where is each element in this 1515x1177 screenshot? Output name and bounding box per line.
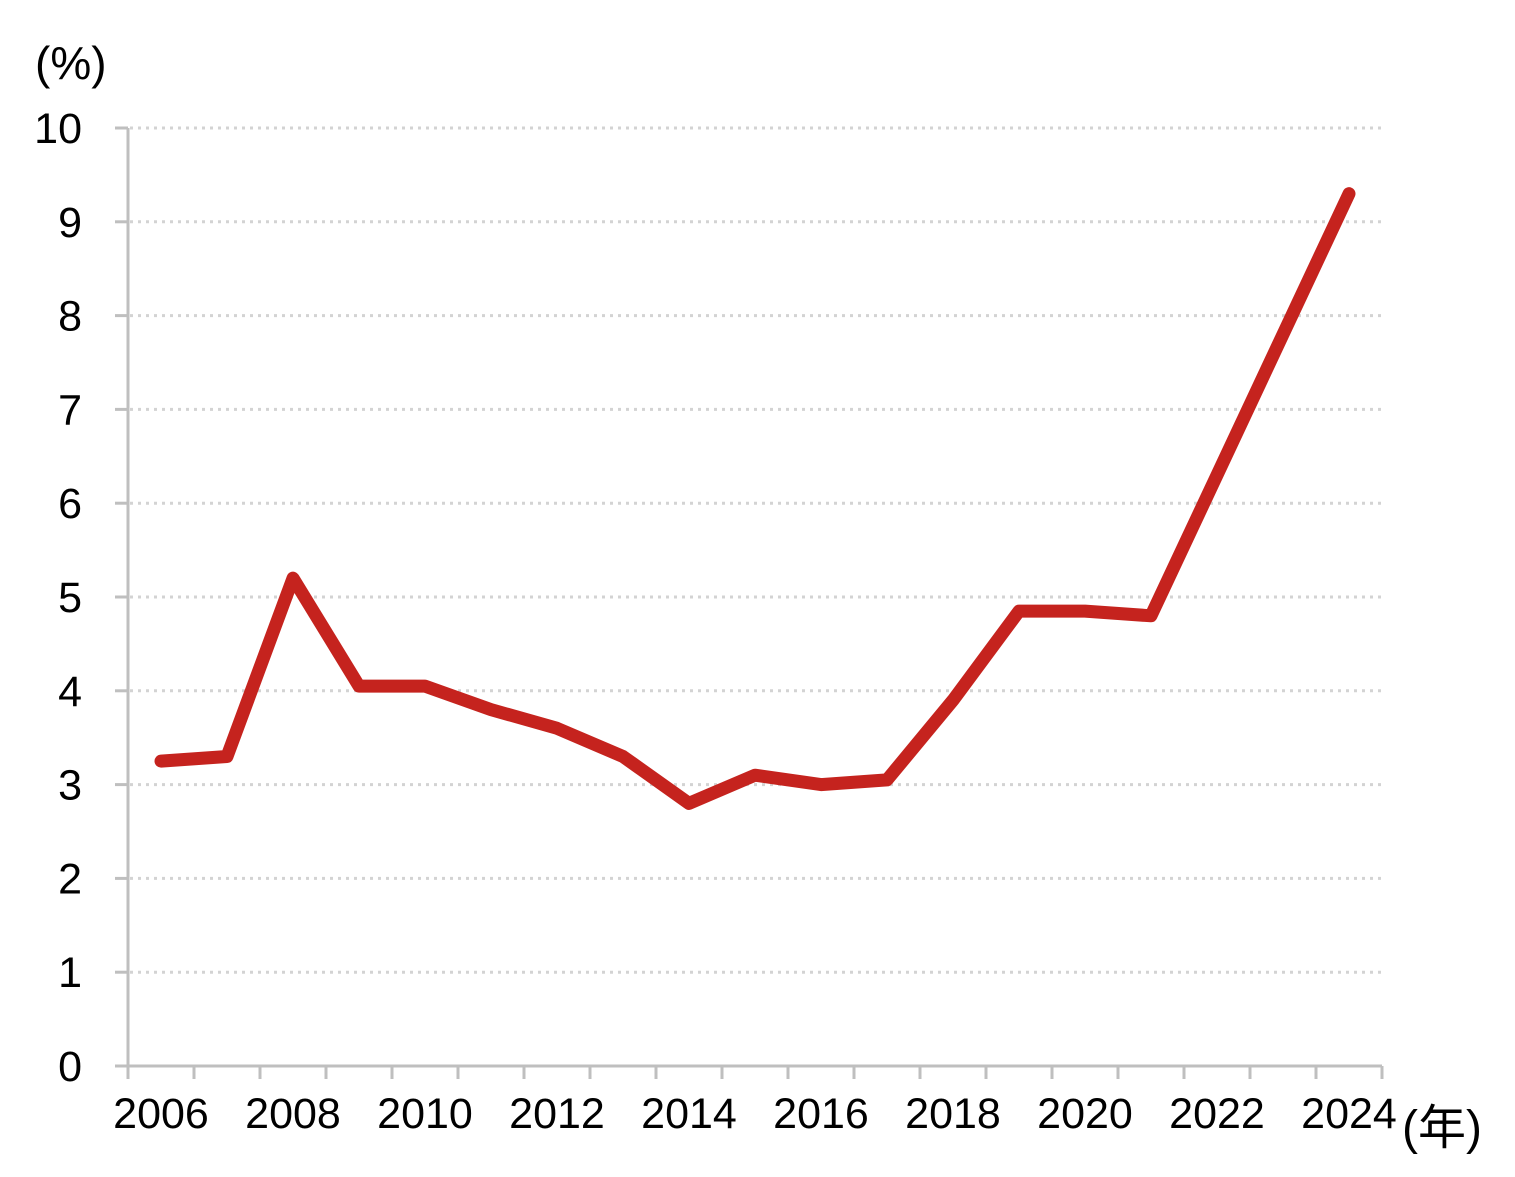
x-tick-label: 2008 bbox=[245, 1090, 341, 1138]
y-tick-label: 6 bbox=[58, 480, 82, 528]
x-tick-label: 2014 bbox=[641, 1090, 737, 1138]
x-axis bbox=[126, 1064, 1384, 1079]
y-axis bbox=[115, 126, 130, 1068]
x-tick-label: 2022 bbox=[1169, 1090, 1265, 1138]
y-tick-label: 9 bbox=[58, 199, 82, 247]
y-axis-unit-label: (%) bbox=[35, 37, 107, 89]
x-tick-label: 2016 bbox=[773, 1090, 869, 1138]
y-tick-label: 5 bbox=[58, 574, 82, 622]
y-tick-label: 0 bbox=[58, 1043, 82, 1091]
gridlines bbox=[130, 126, 1382, 974]
y-tick-label: 4 bbox=[58, 668, 82, 716]
x-tick-label: 2024 bbox=[1301, 1090, 1397, 1138]
y-tick-label: 1 bbox=[58, 949, 82, 997]
x-axis-tick-labels: 2006 2008 2010 2012 2014 2016 2018 2020 2022 2024 bbox=[113, 1090, 1397, 1138]
y-tick-label: 2 bbox=[58, 855, 82, 903]
x-tick-label: 2012 bbox=[509, 1090, 605, 1138]
y-tick-label: 10 bbox=[34, 105, 82, 153]
y-tick-label: 8 bbox=[58, 293, 82, 341]
x-tick-label: 2006 bbox=[113, 1090, 209, 1138]
x-axis-unit-label: (年) bbox=[1402, 1102, 1482, 1155]
x-tick-label: 2020 bbox=[1037, 1090, 1133, 1138]
y-tick-label: 7 bbox=[58, 386, 82, 434]
y-tick-label: 3 bbox=[58, 762, 82, 810]
x-tick-label: 2010 bbox=[377, 1090, 473, 1138]
data-series-line bbox=[154, 187, 1356, 810]
y-axis-tick-labels: 0 1 2 3 4 5 6 7 8 9 10 bbox=[34, 105, 82, 1091]
x-tick-label: 2018 bbox=[905, 1090, 1001, 1138]
